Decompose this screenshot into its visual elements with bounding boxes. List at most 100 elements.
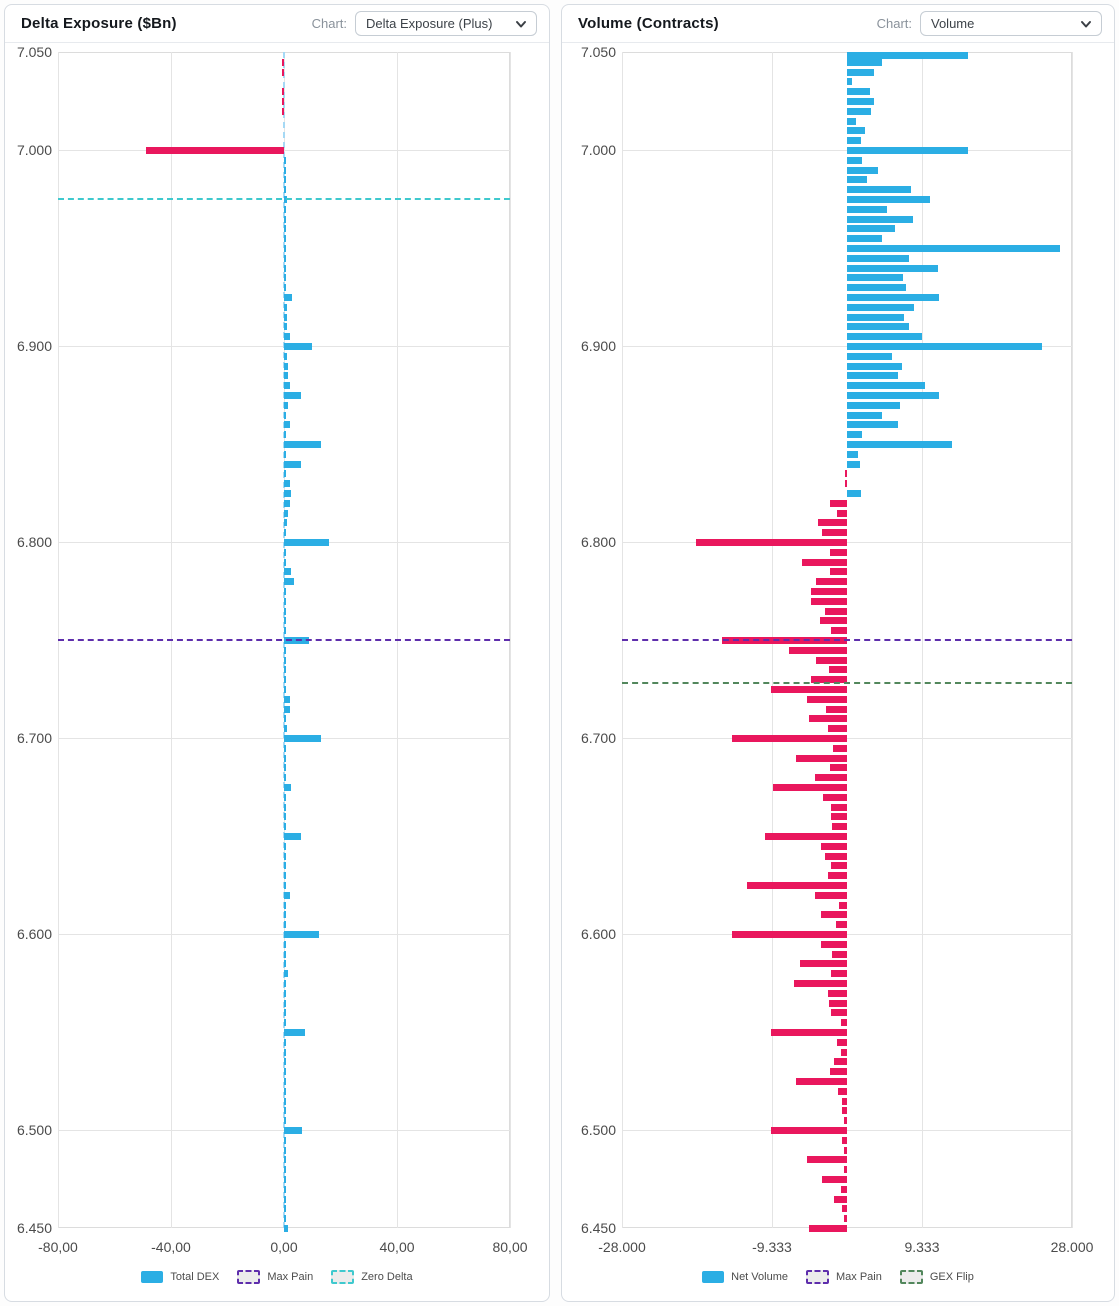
legend-swatch-dashed (331, 1270, 355, 1284)
positive-bar (847, 264, 938, 272)
positive-bar (847, 303, 914, 311)
negative-bar (837, 509, 847, 517)
y-axis-label: 7.000 (580, 142, 616, 158)
legend-item-net-volume[interactable]: Net Volume (702, 1271, 788, 1283)
positive-bar (847, 215, 913, 223)
positive-bar (284, 1215, 286, 1223)
positive-bar (284, 686, 286, 693)
positive-bar (847, 107, 871, 115)
volume-panel: 7.050 7.000 6.900 6.800 6.700 6.600 6.500 6.450… (561, 4, 1115, 1302)
positive-bar (284, 852, 286, 860)
chart-selector-label: Chart: (876, 16, 912, 31)
negative-bar (795, 754, 847, 762)
negative-bar (842, 1107, 847, 1115)
positive-bar (284, 1048, 286, 1056)
positive-bar (284, 627, 286, 635)
y-axis-label: 6.700 (16, 730, 52, 746)
positive-bar (284, 656, 286, 664)
positive-bar (284, 1019, 286, 1027)
legend-swatch-dashed (899, 1270, 923, 1284)
positive-bar (847, 156, 862, 164)
negative-bar (837, 1038, 847, 1046)
positive-bar (847, 450, 858, 458)
positive-bar (847, 294, 939, 301)
negative-bar (765, 833, 847, 840)
legend-label: Net Volume (731, 1271, 788, 1283)
negative-bar (830, 803, 847, 811)
positive-bar (847, 78, 852, 86)
negative-bar (282, 107, 284, 115)
negative-bar (282, 58, 284, 66)
positive-bar (284, 382, 290, 390)
chart-type-dropdown[interactable]: Volume (920, 11, 1102, 36)
dropdown-value: Delta Exposure (Plus) (366, 16, 493, 31)
negative-bar (788, 646, 847, 654)
positive-bar (284, 392, 301, 399)
positive-bar (284, 313, 287, 321)
delta-exposure-chart[interactable]: 7.050 7.000 6.900 6.800 6.700 6.600 6.500 6.450… (5, 5, 549, 1301)
y-axis-label: 6.800 (16, 534, 52, 550)
negative-bar (795, 1078, 847, 1085)
chart-selector-label: Chart: (311, 16, 347, 31)
positive-bar (284, 401, 289, 409)
negative-bar (808, 715, 847, 723)
legend-item-max-pain[interactable]: Max Pain (806, 1270, 882, 1284)
negative-bar (830, 548, 847, 556)
positive-bar (284, 666, 286, 674)
chevron-down-icon (1081, 20, 1091, 27)
positive-bar (847, 333, 922, 341)
positive-bar (847, 98, 874, 105)
negative-bar (832, 950, 847, 958)
gridline-value (1072, 52, 1073, 1228)
positive-bar (847, 490, 862, 497)
positive-bar (284, 431, 286, 439)
positive-bar (284, 999, 286, 1007)
negative-bar (814, 891, 847, 899)
negative-bar (732, 931, 847, 938)
legend-item-zero-delta[interactable]: Zero Delta (331, 1270, 413, 1284)
positive-bar (847, 196, 930, 203)
y-axis-label: 7.000 (16, 142, 52, 158)
chart-legend: Total DEX Max Pain Zero Delta (5, 1270, 549, 1284)
negative-bar (830, 568, 847, 576)
legend-item-gex-flip[interactable]: GEX Flip (899, 1270, 974, 1284)
negative-bar (746, 882, 847, 889)
positive-bar (847, 235, 883, 243)
volume-chart[interactable]: 7.050 7.000 6.900 6.800 6.700 6.600 6.500 6.450… (562, 5, 1114, 1301)
negative-bar (829, 666, 847, 674)
legend-item-total-dex[interactable]: Total DEX (141, 1271, 219, 1283)
gridline-price (622, 934, 1072, 935)
negative-bar (815, 774, 847, 782)
dropdown-value: Volume (931, 16, 975, 31)
negative-bar (844, 480, 847, 488)
positive-bar (284, 274, 286, 282)
positive-bar (284, 372, 289, 380)
panel-header: Delta Exposure ($Bn) Chart: Delta Exposu… (5, 5, 549, 43)
negative-bar (282, 98, 284, 105)
positive-bar (847, 127, 866, 135)
negative-bar (821, 940, 847, 948)
positive-bar (284, 735, 321, 742)
positive-bar (284, 343, 313, 350)
chart-type-dropdown[interactable]: Delta Exposure (Plus) (355, 11, 537, 36)
positive-bar (284, 539, 330, 546)
x-axis-label: -80,00 (38, 1239, 78, 1255)
gridline-value (510, 52, 511, 1228)
positive-bar (284, 607, 287, 615)
positive-bar (847, 284, 907, 292)
y-axis-label: 6.450 (16, 1220, 52, 1236)
positive-bar (284, 470, 286, 478)
positive-bar (284, 950, 286, 958)
legend-label: GEX Flip (929, 1271, 974, 1283)
negative-bar (843, 1146, 847, 1154)
positive-bar (847, 58, 882, 66)
positive-bar (284, 205, 286, 213)
negative-bar (818, 519, 847, 527)
positive-bar (847, 137, 861, 145)
positive-bar (284, 519, 287, 527)
panel-header: Volume (Contracts) Chart: Volume (562, 5, 1114, 43)
positive-bar (284, 568, 292, 576)
legend-item-max-pain[interactable]: Max Pain (237, 1270, 313, 1284)
positive-bar (284, 333, 290, 341)
negative-bar (829, 999, 847, 1007)
